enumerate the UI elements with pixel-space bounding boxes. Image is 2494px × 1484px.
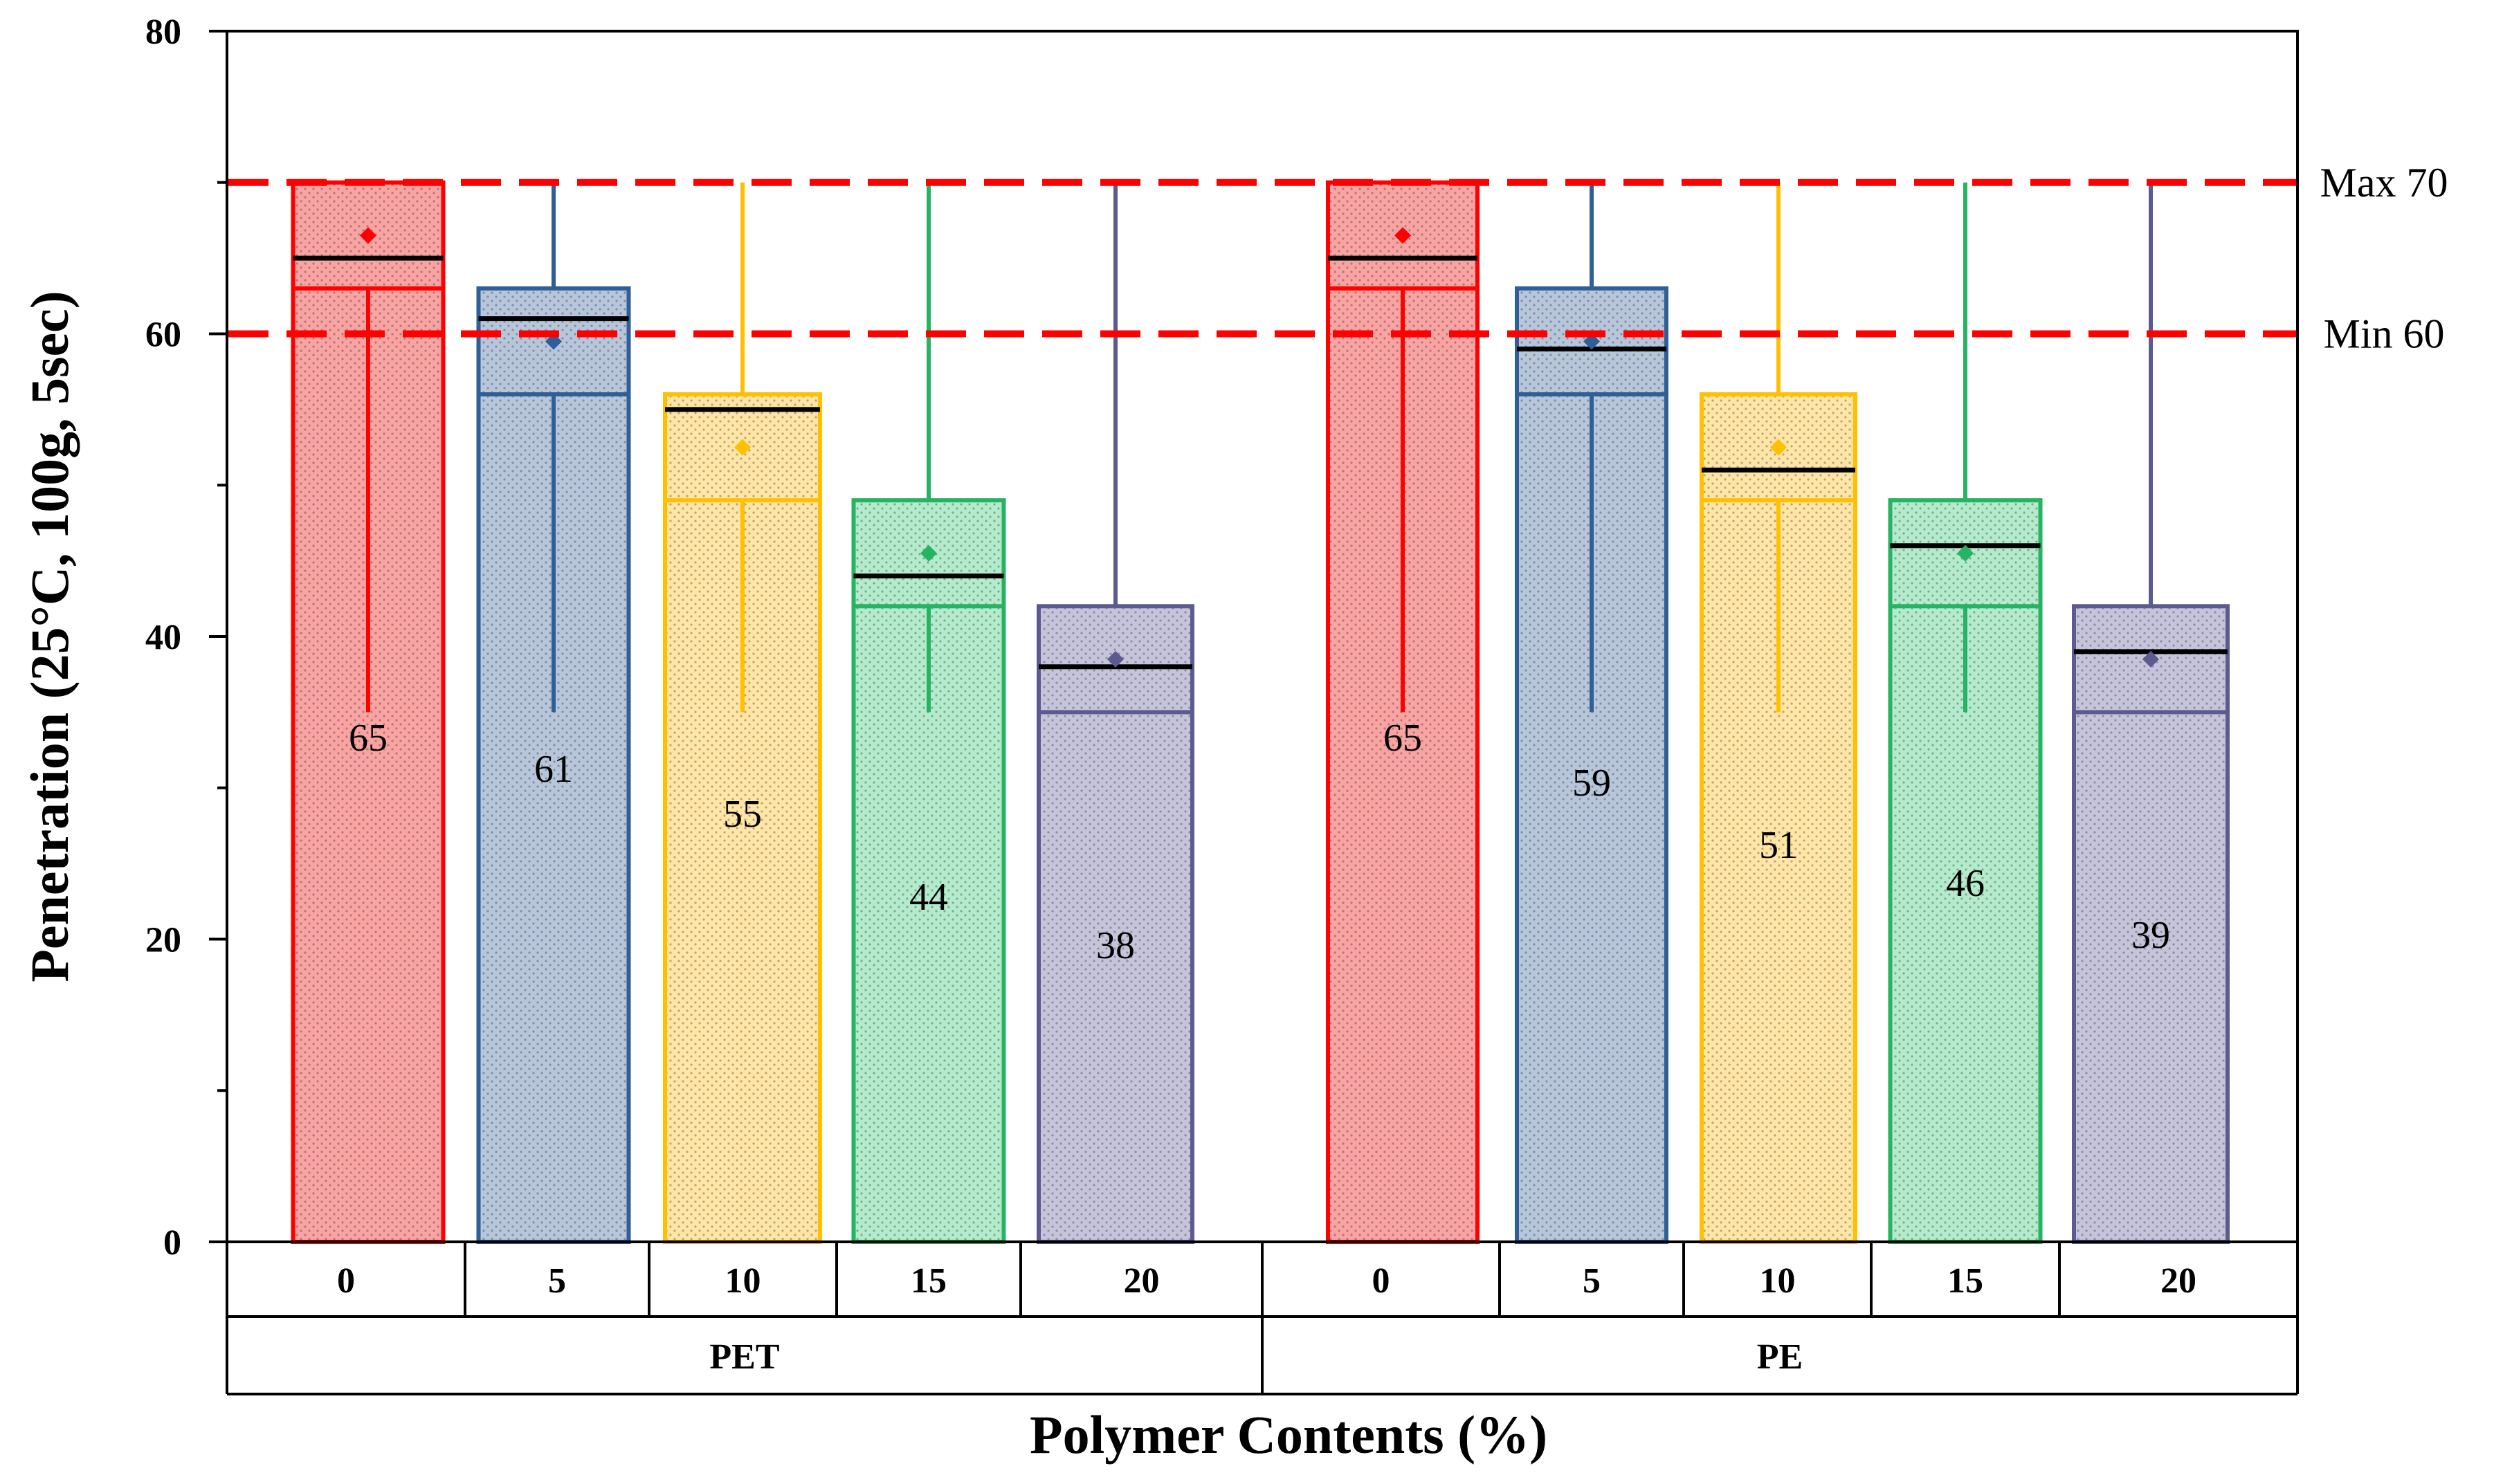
- box-pe-5: [1515, 182, 1668, 1244]
- data-label: 65: [349, 717, 388, 760]
- x-axis-title: Polymer Contents (%): [1030, 1404, 1547, 1465]
- box-pet-20: [1037, 182, 1194, 1244]
- x-category-label: 20: [2160, 1261, 2196, 1301]
- data-label: 59: [1572, 762, 1611, 805]
- reference-label-60: Min 60: [2323, 311, 2444, 357]
- mean-marker: [1394, 227, 1411, 244]
- y-tick-label: 80: [145, 12, 181, 52]
- mean-marker: [1107, 650, 1124, 668]
- x-category-label: 20: [1124, 1261, 1160, 1301]
- data-label: 51: [1759, 824, 1798, 867]
- data-label: 44: [909, 876, 948, 919]
- box-pet-10: [663, 182, 822, 1244]
- box-pet-0: [291, 180, 446, 1244]
- x-category-label: 0: [337, 1261, 355, 1301]
- x-category-label: 15: [911, 1261, 947, 1301]
- mean-marker: [360, 227, 376, 244]
- box-pe-15: [1888, 182, 2043, 1244]
- x-group-label-pe: PE: [1757, 1337, 1803, 1377]
- box-pet-15: [851, 182, 1006, 1244]
- mean-marker: [734, 439, 751, 456]
- reference-label-70: Max 70: [2320, 160, 2448, 205]
- x-category-label: 10: [725, 1261, 761, 1301]
- data-label: 38: [1096, 924, 1135, 967]
- box-layer: [291, 180, 2230, 1244]
- data-label: 46: [1946, 862, 1985, 905]
- y-tick-label: 0: [163, 1223, 181, 1263]
- box-pe-0: [1326, 180, 1480, 1244]
- data-label: 39: [2131, 914, 2170, 957]
- box-pet-5: [476, 182, 631, 1244]
- mean-marker: [2142, 650, 2159, 668]
- x-category-label: 0: [1372, 1261, 1390, 1301]
- y-axis-title: Penetration (25°C, 100g, 5sec): [19, 291, 80, 982]
- data-label: 65: [1383, 717, 1422, 760]
- mean-marker: [1770, 439, 1787, 456]
- y-tick-label: 60: [145, 315, 181, 355]
- x-category-label: 10: [1760, 1261, 1796, 1301]
- reference-line-layer: [228, 178, 2296, 338]
- x-category-label: 5: [1583, 1261, 1601, 1301]
- mean-marker: [1957, 544, 1974, 562]
- box-pe-10: [1700, 182, 1857, 1244]
- box-pe-20: [2072, 182, 2230, 1244]
- axes-layer: [209, 30, 2299, 1395]
- x-category-label: 15: [1947, 1261, 1983, 1301]
- data-label: 61: [534, 748, 573, 791]
- mean-marker: [920, 544, 937, 562]
- y-tick-label: 20: [145, 921, 181, 960]
- x-category-label: 5: [548, 1261, 566, 1301]
- data-label: 55: [723, 793, 762, 836]
- y-tick-label: 40: [145, 618, 181, 657]
- x-group-label-pet: PET: [709, 1337, 779, 1377]
